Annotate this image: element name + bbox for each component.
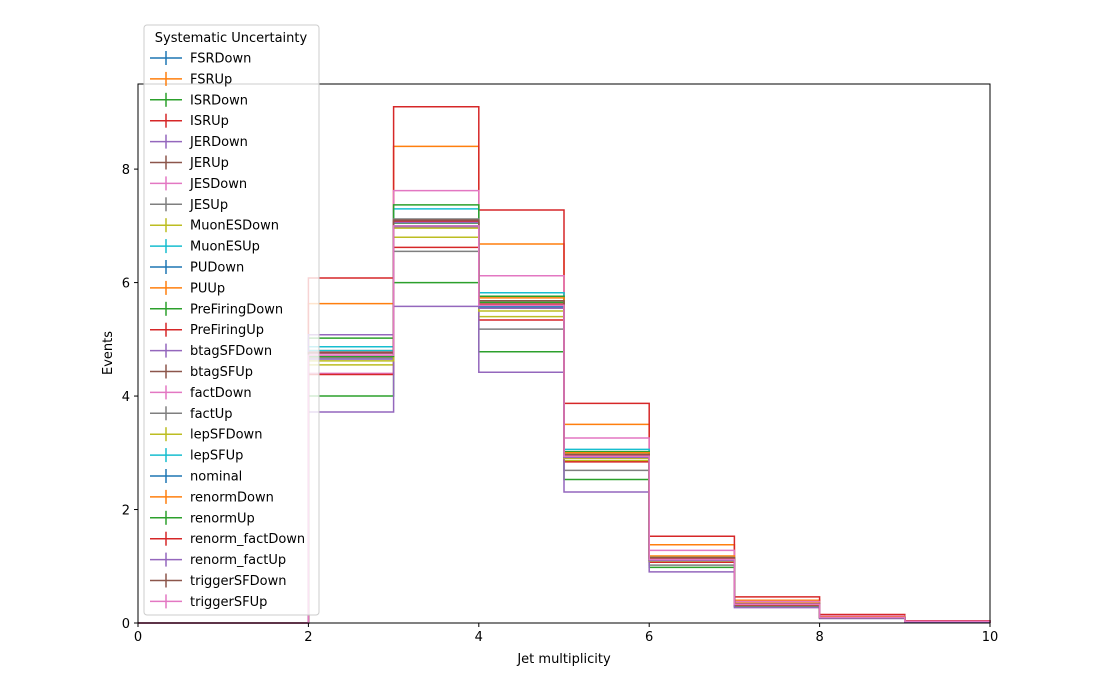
legend-label: btagSFUp	[190, 365, 253, 380]
y-axis-ticks: 0 2 4 6 8	[122, 163, 138, 632]
legend-label: factUp	[190, 407, 233, 422]
legend-label: PUDown	[190, 261, 244, 276]
legend-label: PreFiringDown	[190, 302, 283, 317]
x-tick-label: 10	[982, 630, 999, 645]
plot-frame	[137, 83, 991, 624]
series-step-triggerSFUp	[138, 225, 991, 624]
y-tick-label: 4	[122, 390, 130, 405]
legend-item-renormUp: renormUp	[150, 510, 255, 526]
legend-item-triggerSFDown: triggerSFDown	[150, 573, 286, 589]
legend-label: renorm_factDown	[190, 532, 305, 547]
legend-item-renorm_factDown: renorm_factDown	[150, 531, 305, 547]
legend-item-PreFiringDown: PreFiringDown	[150, 301, 283, 317]
x-axis-ticks: 0 2 4 6 8 10	[134, 623, 998, 645]
legend-label: FSRUp	[190, 72, 232, 87]
legend-item-FSRUp: FSRUp	[150, 71, 232, 87]
legend-item-ISRDown: ISRDown	[150, 92, 248, 108]
legend-label: MuonESDown	[190, 219, 279, 234]
legend-item-JESDown: JESDown	[150, 176, 247, 192]
legend-item-PreFiringUp: PreFiringUp	[150, 322, 264, 338]
legend-label: lepSFDown	[190, 428, 262, 443]
legend-item-btagSFUp: btagSFUp	[150, 364, 253, 380]
legend-label: JESDown	[189, 177, 247, 192]
legend-item-factUp: factUp	[150, 406, 233, 422]
legend-item-renorm_factUp: renorm_factUp	[150, 552, 286, 568]
legend-label: MuonESUp	[190, 240, 260, 255]
legend-label: factDown	[190, 386, 252, 401]
legend-label: renormUp	[190, 511, 255, 526]
legend-label: PUUp	[190, 281, 225, 296]
legend-item-lepSFDown: lepSFDown	[150, 427, 262, 443]
legend-item-MuonESDown: MuonESDown	[150, 218, 279, 234]
legend-item-JERDown: JERDown	[150, 134, 248, 150]
x-tick-label: 2	[304, 630, 312, 645]
legend-label: ISRDown	[190, 93, 248, 108]
legend-title: Systematic Uncertainty	[155, 31, 308, 46]
y-tick-label: 2	[122, 504, 130, 519]
legend-label: JESUp	[189, 198, 228, 213]
legend-label: triggerSFUp	[190, 595, 267, 610]
legend-frame	[143, 24, 320, 616]
legend-label: JERDown	[189, 135, 248, 150]
legend-label: ISRUp	[190, 114, 229, 129]
x-tick-label: 8	[815, 630, 823, 645]
legend-item-MuonESUp: MuonESUp	[150, 239, 260, 255]
legend-item-JESUp: JESUp	[150, 197, 228, 213]
x-tick-label: 0	[134, 630, 142, 645]
y-tick-label: 6	[122, 277, 130, 292]
legend-label: renormDown	[190, 490, 274, 505]
series-step-btagSFDown	[138, 305, 991, 624]
legend-label: nominal	[190, 470, 242, 485]
y-tick-label: 8	[122, 163, 130, 178]
legend-item-nominal: nominal	[150, 469, 242, 485]
legend-item-FSRDown: FSRDown	[150, 51, 251, 67]
legend-item-PUDown: PUDown	[150, 260, 244, 276]
legend-item-PUUp: PUUp	[150, 280, 225, 296]
legend-label: lepSFUp	[190, 449, 243, 464]
legend-item-JERUp: JERUp	[150, 155, 229, 171]
series-layer	[138, 105, 991, 624]
legend-item-lepSFUp: lepSFUp	[150, 448, 243, 464]
y-axis-label: Events	[101, 331, 116, 375]
legend-label: renorm_factUp	[190, 553, 286, 568]
legend-item-ISRUp: ISRUp	[150, 113, 229, 129]
legend-item-triggerSFUp: triggerSFUp	[150, 594, 267, 610]
legend-label: PreFiringUp	[190, 323, 264, 338]
legend-item-factDown: factDown	[150, 385, 252, 401]
legend-item-renormDown: renormDown	[150, 489, 274, 505]
legend-label: btagSFDown	[190, 344, 272, 359]
y-tick-label: 0	[122, 617, 130, 632]
legend-label: FSRDown	[190, 52, 251, 67]
x-tick-label: 4	[475, 630, 483, 645]
legend-label: JERUp	[189, 156, 229, 171]
x-tick-label: 6	[645, 630, 653, 645]
legend-item-btagSFDown: btagSFDown	[150, 343, 272, 359]
x-axis-label: Jet multiplicity	[516, 652, 611, 667]
legend: Systematic Uncertainty FSRDown FSRUp ISRDo…	[143, 24, 320, 616]
legend-label: triggerSFDown	[190, 574, 286, 589]
legend-items: FSRDown FSRUp ISRDown ISRUp JERDown JERUp JESD…	[150, 51, 305, 610]
series-step-ISRUp	[138, 105, 991, 624]
